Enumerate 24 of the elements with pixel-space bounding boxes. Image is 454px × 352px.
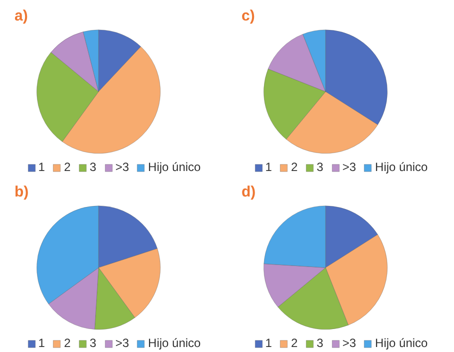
legend-label: 3	[90, 336, 96, 350]
legend-label: 2	[64, 160, 71, 174]
chart-title: c)	[242, 8, 255, 24]
legend-label: >3	[342, 160, 356, 174]
legend-label: Hijo único	[148, 336, 201, 350]
legend-label: >3	[115, 160, 130, 174]
legend-label: 1	[38, 160, 45, 174]
legend-label: 3	[316, 336, 324, 350]
legend-label: Hijo único	[375, 160, 428, 174]
legend-label: Hijo único	[375, 336, 428, 350]
legend-label: 2	[64, 336, 71, 350]
legend-label: 1	[38, 336, 45, 350]
legend-label: 1	[265, 160, 272, 174]
legend-label: 2	[290, 160, 298, 174]
legend-label: >3	[115, 336, 130, 350]
legend-label: Hijo único	[148, 160, 201, 174]
legend-label: 3	[90, 160, 96, 174]
chart-title: b)	[14, 184, 29, 200]
legend-label: 1	[265, 336, 272, 350]
chart-title: d)	[242, 184, 256, 200]
legend-label: 3	[316, 160, 324, 174]
legend-label: >3	[342, 336, 356, 350]
chart-title: a)	[14, 8, 28, 24]
legend-label: 2	[290, 336, 298, 350]
